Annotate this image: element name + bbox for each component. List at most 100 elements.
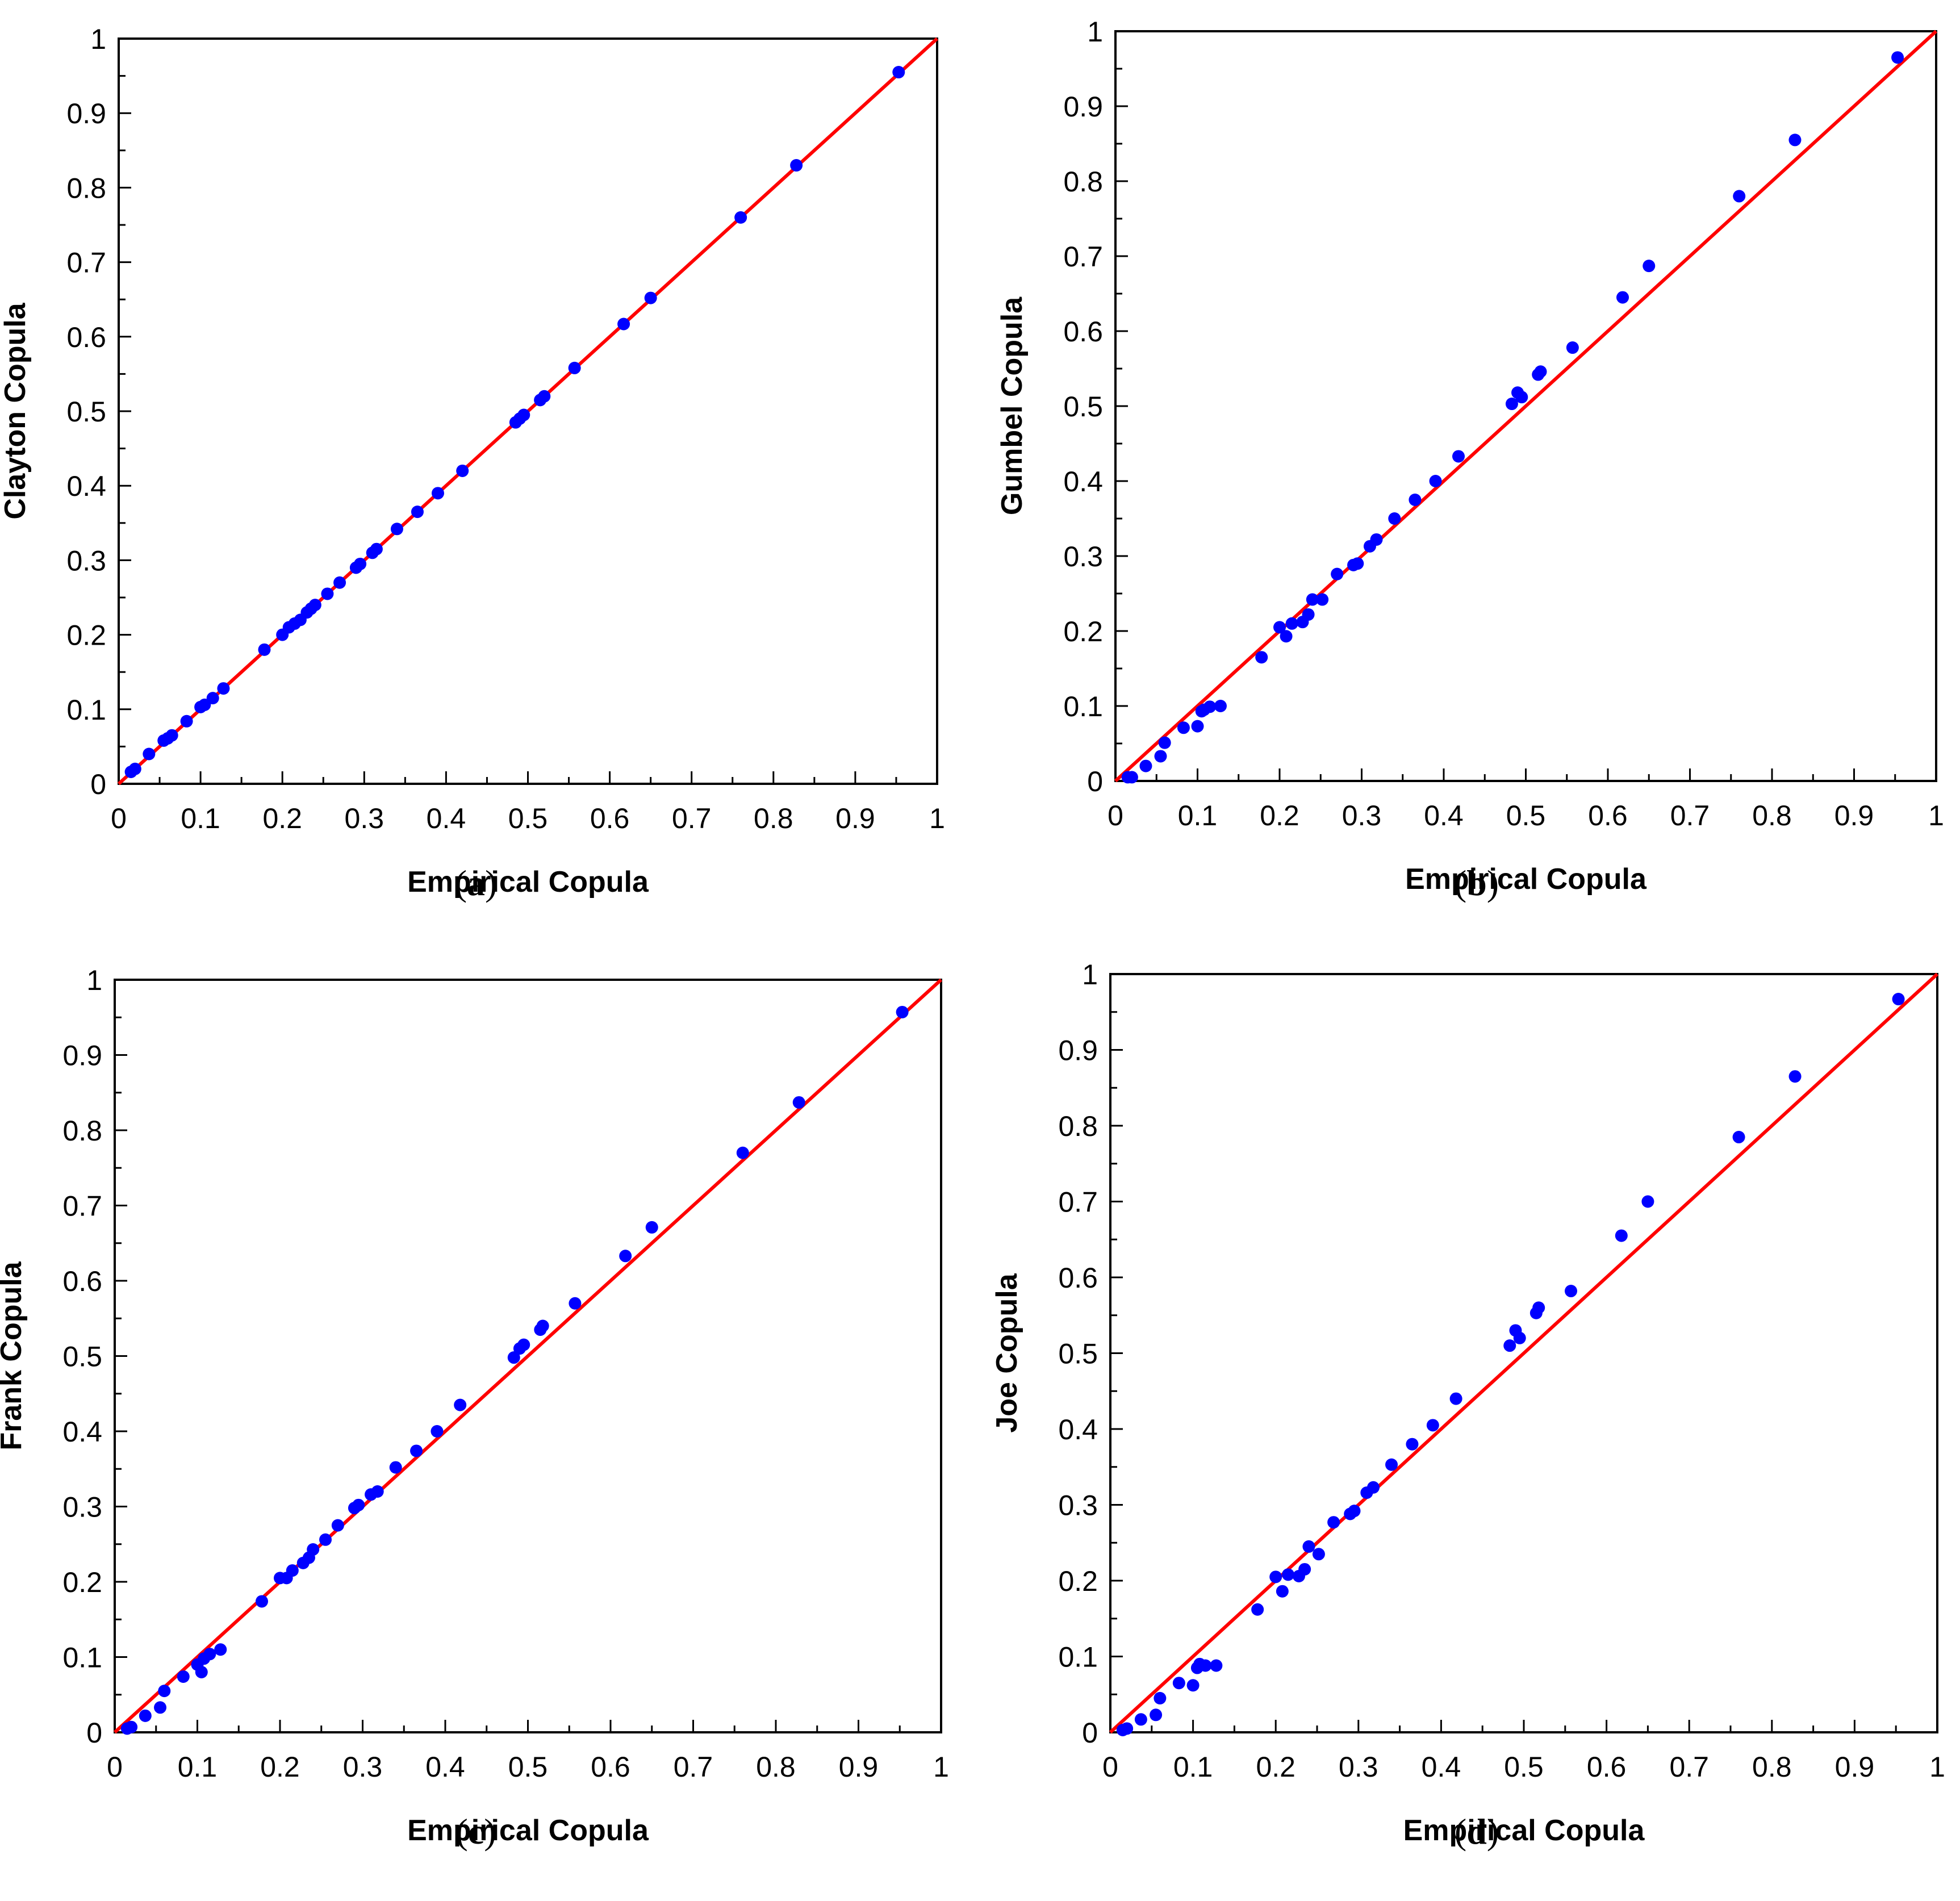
y-tick-label: 0.8 xyxy=(1058,1110,1098,1142)
data-point xyxy=(1892,993,1905,1006)
data-point xyxy=(1532,1301,1545,1314)
y-axis-title: Gumbel Copula xyxy=(996,296,1029,515)
data-point xyxy=(1788,133,1802,147)
data-point xyxy=(1273,621,1286,634)
y-tick-label: 0.7 xyxy=(1063,241,1103,273)
panel-label: (b) xyxy=(1420,862,1533,904)
data-point xyxy=(617,317,630,331)
data-point xyxy=(1298,1562,1311,1576)
x-tick-label: 0.2 xyxy=(1256,1751,1295,1783)
data-point xyxy=(139,1709,152,1722)
y-tick-label: 0.9 xyxy=(1058,1035,1098,1067)
y-axis-title: Clayton Copula xyxy=(0,302,32,519)
data-point xyxy=(619,1250,632,1263)
data-point xyxy=(1503,1339,1516,1352)
data-point xyxy=(1564,1285,1577,1298)
data-point xyxy=(892,66,905,79)
data-point xyxy=(1370,533,1383,546)
data-point xyxy=(792,1096,805,1109)
data-point xyxy=(1125,771,1138,784)
x-tick-label: 0.3 xyxy=(1339,1751,1378,1783)
data-point xyxy=(1406,1438,1419,1451)
data-point xyxy=(158,1685,171,1698)
x-tick-label: 0.5 xyxy=(508,1751,548,1783)
data-point xyxy=(165,729,178,742)
y-tick-label: 0.9 xyxy=(66,98,106,129)
data-point xyxy=(431,1425,444,1438)
x-tick-label: 0.9 xyxy=(839,1751,879,1783)
x-tick-label: 0.2 xyxy=(1260,800,1299,832)
data-point xyxy=(1255,651,1268,664)
data-point xyxy=(177,1670,190,1683)
y-tick-label: 0.7 xyxy=(1058,1186,1098,1218)
x-tick-label: 0.1 xyxy=(178,1751,218,1783)
data-point xyxy=(1566,341,1579,354)
chart-panel-3: 00 0.1 0.1 0.2 0.2 0.3 0.3 0.4 0.4 0.5 0.5 0.6 0.6 0.… xyxy=(991,959,1945,1847)
data-point xyxy=(390,523,403,536)
data-point xyxy=(370,542,383,555)
data-point xyxy=(1643,260,1656,273)
x-tick-label: 0.6 xyxy=(590,803,630,834)
data-point xyxy=(333,576,346,589)
y-tick-label: 0.6 xyxy=(66,321,106,353)
x-tick-label: 0.6 xyxy=(1588,800,1628,832)
data-point xyxy=(1733,190,1746,203)
y-tick-label: 0.5 xyxy=(66,396,106,428)
x-tick-label: 0.3 xyxy=(343,1751,383,1783)
panel-label-open: ( xyxy=(1454,1811,1467,1852)
y-tick-label: 1 xyxy=(86,964,102,996)
x-tick-label: 0.6 xyxy=(1587,1751,1627,1783)
data-point xyxy=(645,1221,658,1234)
y-tick-label: 0.8 xyxy=(66,172,106,204)
data-point xyxy=(1214,700,1227,712)
data-point xyxy=(1158,736,1171,749)
panel-label-close: ) xyxy=(484,1811,496,1852)
x-tick-label: 0.8 xyxy=(1752,800,1792,832)
y-tick-label: 0.2 xyxy=(66,620,106,651)
y-tick-label: 0.6 xyxy=(1058,1262,1098,1294)
x-tick-label: 0 xyxy=(1102,1751,1118,1783)
data-point xyxy=(1134,1713,1147,1726)
data-point xyxy=(1641,1195,1654,1208)
panel-label-close: ) xyxy=(1486,1811,1499,1852)
x-tick-label: 0.4 xyxy=(1424,800,1464,832)
x-tick-label: 0.5 xyxy=(1506,800,1546,832)
data-point xyxy=(1732,1131,1745,1144)
data-point xyxy=(371,1485,384,1498)
y-tick-label: 0 xyxy=(90,768,106,800)
data-point xyxy=(1426,1419,1439,1432)
x-tick-label: 0 xyxy=(111,803,127,834)
data-point xyxy=(154,1701,167,1714)
y-tick-label: 0.3 xyxy=(1063,541,1103,573)
x-tick-label: 0.9 xyxy=(1834,800,1874,832)
data-point xyxy=(1316,593,1329,606)
data-point xyxy=(411,505,424,519)
data-point xyxy=(1452,450,1465,463)
data-point xyxy=(1515,391,1528,404)
data-point xyxy=(203,1648,216,1661)
chart-panel-2: 00 0.1 0.1 0.2 0.2 0.3 0.3 0.4 0.4 0.5 0.5 0.6 0.6 0.… xyxy=(0,964,949,1847)
panel-label-letter: c xyxy=(467,1811,484,1852)
data-point xyxy=(307,1543,320,1556)
reference-line xyxy=(1114,30,1938,783)
data-point xyxy=(1513,1331,1526,1344)
x-tick-label: 0.5 xyxy=(1504,1751,1544,1783)
x-tick-label: 0.9 xyxy=(1835,1751,1875,1783)
data-point xyxy=(536,1319,549,1332)
y-tick-label: 0.1 xyxy=(1058,1641,1098,1673)
data-point xyxy=(1367,1481,1380,1494)
y-tick-label: 0.1 xyxy=(62,1642,102,1674)
y-tick-label: 0.4 xyxy=(1063,466,1103,498)
y-tick-label: 1 xyxy=(1082,959,1098,991)
y-tick-label: 0 xyxy=(1082,1717,1098,1749)
data-point xyxy=(1282,1568,1295,1581)
x-tick-label: 1 xyxy=(1929,1751,1945,1783)
x-tick-label: 0.4 xyxy=(427,803,466,834)
data-point xyxy=(1449,1392,1462,1405)
y-tick-label: 0 xyxy=(86,1717,102,1749)
data-point xyxy=(538,390,551,403)
x-tick-label: 0.2 xyxy=(260,1751,300,1783)
data-point xyxy=(517,408,530,421)
panel-label-letter: d xyxy=(1466,1811,1487,1852)
